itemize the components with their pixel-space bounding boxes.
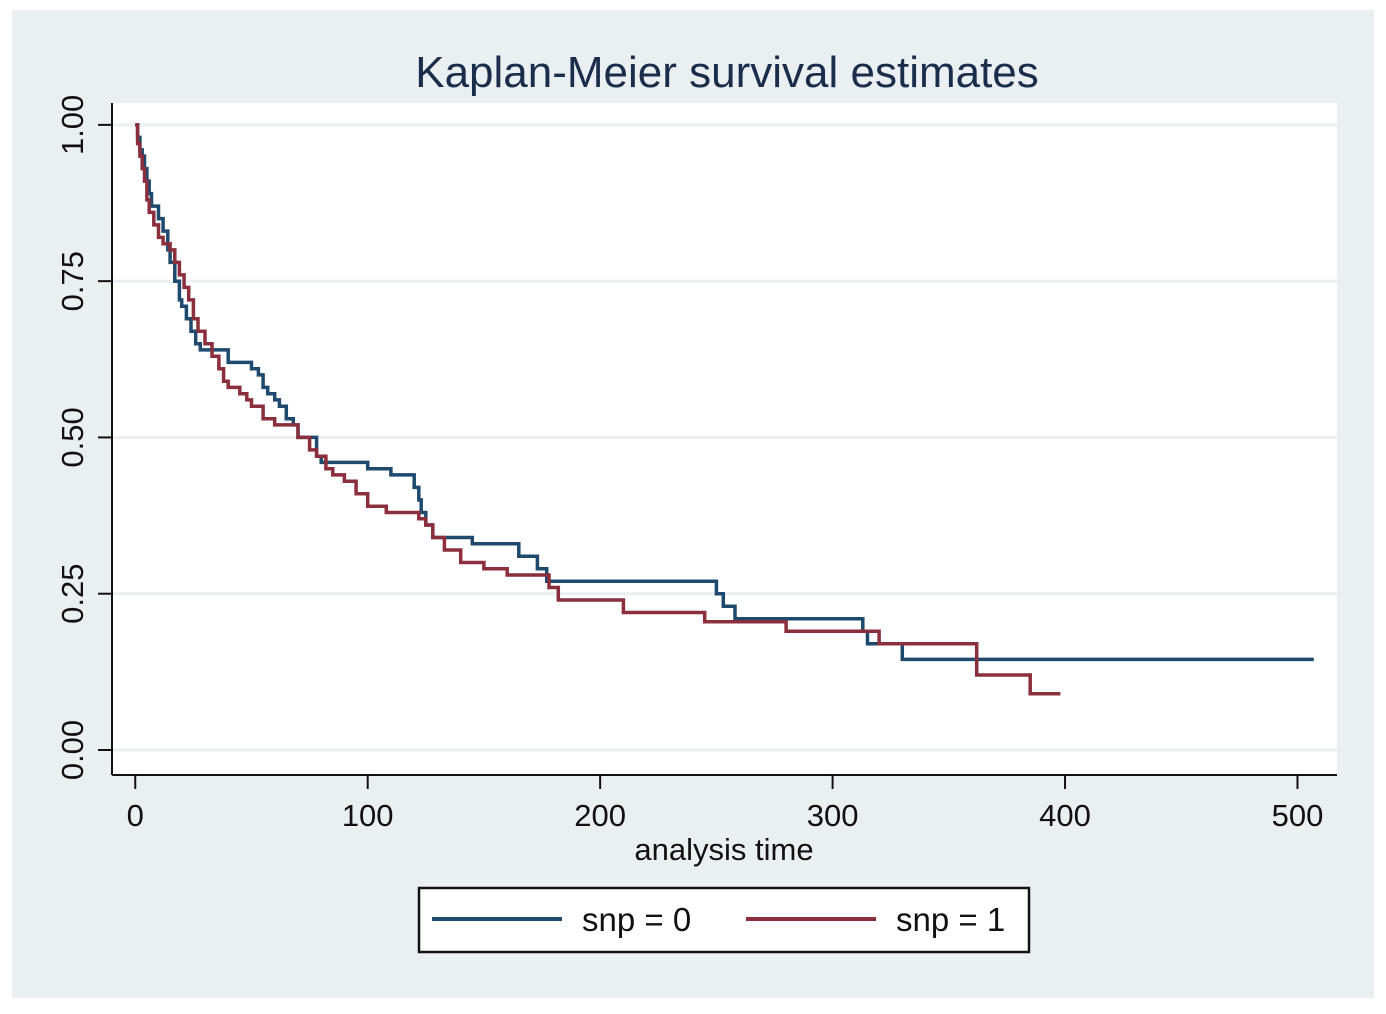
axes: 0.00 0.25 0.50 0.75 1.00 0 100 200 300 400 500 [55, 95, 1337, 833]
legend-label-snp0: snp = 0 [582, 901, 691, 938]
x-tick-label-2: 200 [574, 798, 626, 833]
y-tick-label-3: 0.75 [55, 251, 90, 311]
series-line-1 [135, 123, 1061, 696]
y-tick-label-4: 1.00 [55, 95, 90, 155]
x-tick-label-0: 0 [127, 798, 144, 833]
chart-title: Kaplan-Meier survival estimates [415, 48, 1039, 97]
x-axis-title: analysis time [634, 832, 813, 867]
legend: snp = 0 snp = 1 [417, 886, 1031, 954]
x-tick-label-4: 400 [1039, 798, 1091, 833]
series-layer [135, 123, 1314, 696]
x-tick-label-1: 100 [342, 798, 394, 833]
y-tick-label-2: 0.50 [55, 407, 90, 467]
legend-label-snp1: snp = 1 [896, 901, 1005, 938]
series-line-0 [135, 123, 1314, 662]
legend-box [417, 886, 1031, 954]
plot-area [112, 103, 1337, 775]
x-tick-label-3: 300 [807, 798, 859, 833]
x-tick-label-5: 500 [1272, 798, 1324, 833]
y-tick-label-0: 0.00 [55, 720, 90, 780]
y-tick-label-1: 0.25 [55, 564, 90, 624]
